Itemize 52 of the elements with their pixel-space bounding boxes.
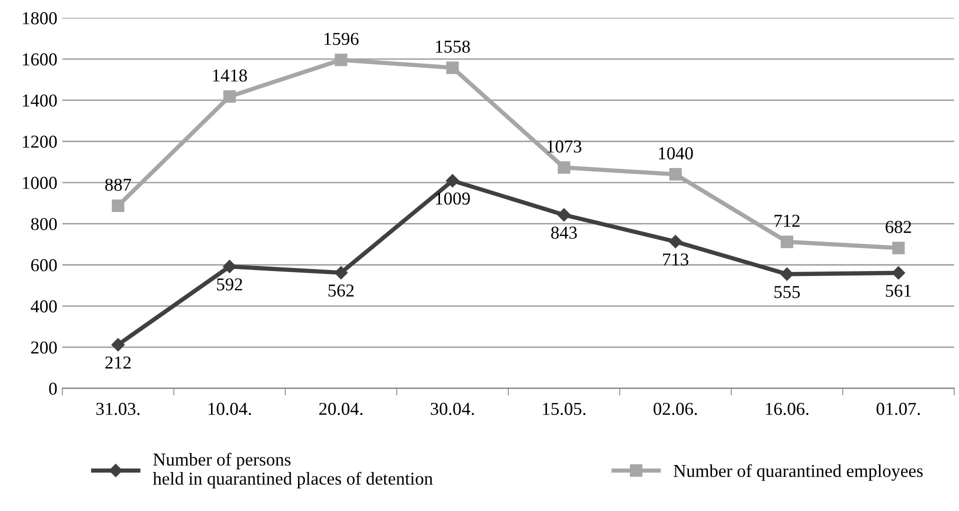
legend-label: Number of quarantined employees — [674, 464, 923, 481]
point — [446, 174, 460, 188]
y-tick-label: 600 — [31, 259, 57, 272]
y-tick-label: 1400 — [22, 94, 57, 107]
data-label: 1040 — [659, 147, 693, 160]
data-label: 1009 — [436, 192, 470, 205]
x-tick-label: 02.06. — [654, 402, 697, 416]
data-label: 561 — [886, 284, 911, 297]
legend-label: Number of persons held in quarantined places of detention — [152, 452, 433, 488]
point — [780, 236, 794, 248]
point — [557, 208, 571, 222]
y-tick-label: 1600 — [22, 53, 57, 66]
data-label: 562 — [328, 284, 354, 297]
data-label: 887 — [105, 178, 132, 191]
x-tick-label: 01.07. — [876, 402, 920, 416]
x-tick-label: 15.05. — [543, 402, 586, 416]
data-label: 1596 — [324, 32, 359, 45]
point — [668, 235, 682, 248]
data-label: 212 — [105, 356, 131, 369]
point — [222, 260, 236, 274]
y-tick-label: 0 — [49, 382, 57, 395]
point — [111, 338, 125, 352]
data-label: 1558 — [436, 40, 470, 53]
x-tick-label: 16.06. — [766, 402, 808, 416]
point — [334, 54, 348, 66]
y-tick-label: 1000 — [22, 176, 57, 189]
x-tick-label: 20.04. — [319, 402, 362, 416]
point — [780, 268, 794, 281]
point — [892, 242, 905, 254]
x-tick-label: 30.04. — [430, 402, 474, 416]
x-tick-label: 10.04. — [208, 402, 251, 416]
point — [669, 168, 682, 181]
x-tick-label: 31.03. — [96, 402, 140, 416]
point — [112, 200, 124, 212]
point — [558, 161, 570, 174]
point — [334, 266, 348, 280]
data-label: 555 — [774, 286, 800, 298]
data-label: 1073 — [548, 140, 582, 153]
data-label: 713 — [663, 253, 688, 266]
y-tick-label: 400 — [30, 300, 57, 312]
point — [446, 61, 459, 74]
point — [223, 90, 236, 103]
data-label: 843 — [551, 226, 577, 239]
y-tick-label: 200 — [31, 341, 57, 354]
data-label: 1418 — [213, 69, 247, 82]
point — [892, 266, 906, 280]
data-label: 712 — [774, 214, 800, 227]
data-label: 682 — [886, 220, 912, 234]
data-label: 592 — [217, 278, 242, 290]
y-tick-label: 1200 — [22, 136, 57, 148]
y-tick-label: 1800 — [22, 12, 57, 24]
y-tick-label: 800 — [31, 218, 57, 230]
